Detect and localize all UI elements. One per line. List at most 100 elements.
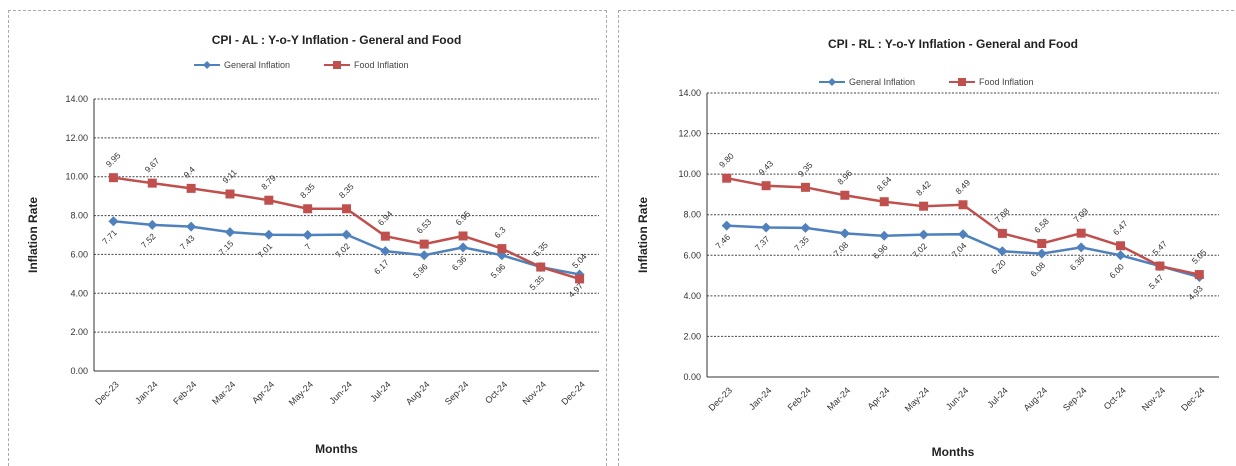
- x-axis: Dec-23 Jan-24 Feb-24 Mar-24 Apr-24 May-24 Jun-…: [707, 385, 1207, 413]
- data-point: [1155, 261, 1165, 271]
- data-point: [1076, 242, 1087, 253]
- series-food: 9.95 9.67 9.4 9.11 8.79 8.35 8.35 6.94 6.53 6.95 6…: [104, 150, 589, 284]
- legend-label: Food Inflation: [354, 60, 409, 70]
- y-axis-title: Inflation Rate: [636, 197, 650, 273]
- chart-panel-cpi-rl: CPI - RL : Y-o-Y Inflation - General and…: [618, 10, 1234, 466]
- data-label: 8.35: [337, 181, 356, 200]
- data-label: 9.67: [143, 156, 162, 175]
- x-tick-label: Jul-24: [368, 379, 392, 403]
- data-point: [302, 230, 313, 240]
- x-tick-label: Dec-24: [559, 379, 587, 407]
- data-label: 6.08: [1028, 260, 1047, 279]
- data-label: 6.58: [1032, 216, 1051, 235]
- x-tick-label: Mar-24: [825, 385, 852, 412]
- x-tick-label: May-24: [903, 385, 931, 413]
- data-label: 8.42: [914, 179, 933, 198]
- legend-item: General Inflation: [819, 77, 915, 87]
- chart-cpi-al: CPI - AL : Y-o-Y Inflation - General and…: [26, 33, 599, 456]
- x-tick-label: Nov-24: [1140, 385, 1168, 413]
- data-label: 7.43: [178, 233, 197, 252]
- data-label: 6.94: [376, 209, 395, 228]
- y-axis: 0.00 2.00 4.00 6.00 8.00 10.00 12.00 14.00: [65, 94, 599, 376]
- data-label: 9.4: [181, 164, 197, 180]
- x-tick-label: Mar-24: [210, 379, 237, 406]
- data-label: 7.15: [217, 238, 236, 257]
- data-label: 9.35: [796, 160, 815, 179]
- x-tick-label: Oct-24: [483, 379, 509, 405]
- data-label: 4.97: [566, 281, 585, 300]
- legend-item: General Inflation: [194, 60, 290, 70]
- legend-marker: [828, 78, 836, 86]
- data-label: 5.35: [527, 273, 546, 292]
- data-point: [958, 229, 968, 240]
- data-label: 7.02: [333, 241, 352, 260]
- data-label: 5.96: [489, 261, 508, 280]
- data-label: 7.09: [1071, 206, 1090, 225]
- legend-label: General Inflation: [849, 77, 915, 87]
- data-point: [458, 231, 468, 241]
- data-label: 6.96: [871, 242, 890, 261]
- data-label: 5.96: [411, 261, 430, 280]
- x-axis-title: Months: [932, 445, 975, 459]
- y-tick-label: 8.00: [70, 211, 88, 221]
- data-label: 7.01: [255, 241, 274, 260]
- x-tick-label: Feb-24: [786, 385, 813, 412]
- data-label: 7.37: [753, 234, 772, 253]
- legend-marker: [333, 61, 341, 69]
- x-tick-label: Dec-23: [93, 379, 121, 407]
- legend-marker: [203, 61, 211, 69]
- data-point: [147, 219, 158, 230]
- x-tick-label: Apr-24: [865, 385, 891, 411]
- x-tick-label: Jun-24: [944, 385, 971, 412]
- data-label: 6.20: [989, 257, 1008, 276]
- y-tick-label: 12.00: [65, 133, 88, 143]
- data-label: 6.95: [453, 208, 472, 227]
- data-label: 6.53: [415, 217, 434, 236]
- data-label: 4.93: [1186, 283, 1205, 302]
- data-label: 8.79: [259, 173, 278, 192]
- x-tick-label: Nov-24: [521, 379, 549, 407]
- y-axis: 0.00 2.00 4.00 6.00 8.00 10.00 12.00 14.00: [678, 88, 1219, 382]
- y-tick-label: 8.00: [683, 210, 701, 220]
- chart-title: CPI - RL : Y-o-Y Inflation - General and…: [828, 37, 1078, 51]
- data-label: 6.00: [1107, 261, 1126, 280]
- data-point: [380, 246, 391, 257]
- y-tick-label: 6.00: [683, 250, 701, 260]
- data-point: [536, 262, 546, 272]
- data-point: [263, 229, 274, 240]
- data-point: [958, 200, 968, 210]
- y-tick-label: 12.00: [678, 129, 701, 139]
- data-point: [1076, 228, 1086, 238]
- data-label: 7.52: [139, 231, 158, 250]
- data-point: [800, 222, 811, 233]
- data-label: 6.3: [492, 224, 508, 240]
- chart-title: CPI - AL : Y-o-Y Inflation - General and…: [212, 33, 462, 47]
- data-point: [108, 216, 119, 227]
- data-point: [722, 173, 732, 183]
- data-point: [919, 201, 929, 211]
- data-label: 9.80: [717, 151, 736, 170]
- x-tick-label: Jul-24: [985, 385, 1009, 409]
- y-tick-label: 2.00: [683, 331, 701, 341]
- data-point: [342, 204, 351, 214]
- data-point: [147, 178, 157, 188]
- y-tick-label: 0.00: [683, 372, 701, 382]
- x-tick-label: Sep-24: [443, 379, 471, 407]
- data-point: [419, 239, 429, 249]
- data-point: [341, 229, 352, 240]
- legend-item: Food Inflation: [324, 60, 409, 70]
- y-tick-label: 0.00: [70, 366, 88, 376]
- legend-label: Food Inflation: [979, 77, 1034, 87]
- data-point: [264, 195, 274, 205]
- data-label: 9.95: [104, 150, 123, 169]
- x-tick-label: Jan-24: [747, 385, 774, 412]
- data-point: [419, 250, 430, 261]
- data-label: 8.35: [298, 181, 317, 200]
- data-point: [761, 181, 771, 191]
- data-label: 6.17: [372, 257, 391, 276]
- y-tick-label: 4.00: [683, 291, 701, 301]
- data-point: [186, 221, 197, 232]
- data-point: [303, 204, 313, 214]
- data-label: 5.47: [1147, 272, 1166, 291]
- data-point: [840, 190, 850, 200]
